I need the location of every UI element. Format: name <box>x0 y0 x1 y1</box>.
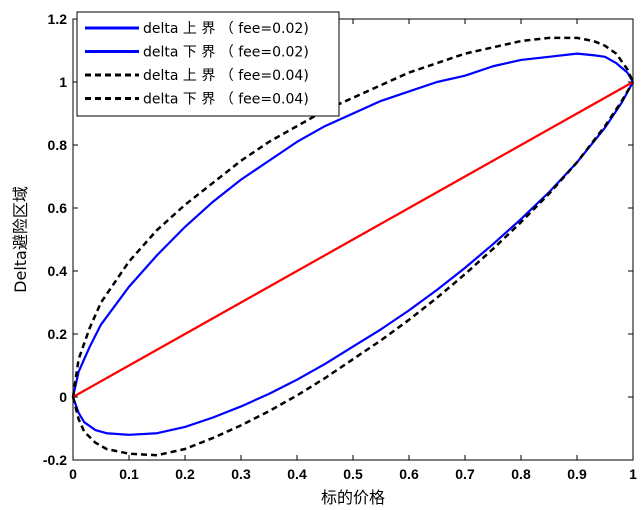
y-tick-label: 0.6 <box>48 200 68 216</box>
y-tick-label: 1.2 <box>48 11 68 27</box>
x-tick-label: 0.8 <box>511 466 531 482</box>
x-tick-label: 1 <box>629 466 637 482</box>
legend-label: delta 下 界 （ fee=0.02) <box>143 45 309 61</box>
legend-label: delta 上 界 （ fee=0.04) <box>143 68 309 84</box>
x-tick-label: 0.3 <box>231 466 251 482</box>
x-tick-label: 0.2 <box>175 466 195 482</box>
series-line-4 <box>71 81 635 457</box>
axes-layer: 0 0.1 0.2 0.3 0.4 0.5 0.6 0.7 0.8 0.9 1-0.200.20.4… <box>43 11 637 482</box>
y-axis-label: Delta避险区域 <box>11 186 30 293</box>
y-tick-label: 0.4 <box>48 263 68 279</box>
y-tick-label: 1 <box>59 74 67 90</box>
x-tick-label: 0.6 <box>399 466 419 482</box>
x-tick-label: 0.5 <box>343 466 363 482</box>
y-tick-label: -0.2 <box>43 452 67 468</box>
x-tick-label: 0.7 <box>455 466 475 482</box>
legend-label: delta 下 界 （ fee=0.04) <box>143 92 309 108</box>
series-line-3 <box>71 36 635 398</box>
y-tick-label: 0.8 <box>48 137 68 153</box>
series-line-1 <box>71 52 634 398</box>
x-tick-label: 0 <box>69 466 77 482</box>
legend: delta 上 界 （ fee=0.02) delta 下 界 （ fee=0.0… <box>76 11 340 117</box>
x-axis-label: 标的价格 <box>321 488 385 507</box>
y-tick-label: 0.2 <box>48 326 68 342</box>
series-layer <box>71 36 635 457</box>
x-tick-label: 0.4 <box>287 466 307 482</box>
y-tick-label: 0 <box>59 389 67 405</box>
x-tick-label: 0.9 <box>567 466 587 482</box>
series-line-5 <box>72 81 634 398</box>
legend-label: delta 上 界 （ fee=0.02) <box>143 21 309 37</box>
x-tick-label: 0.1 <box>119 466 139 482</box>
